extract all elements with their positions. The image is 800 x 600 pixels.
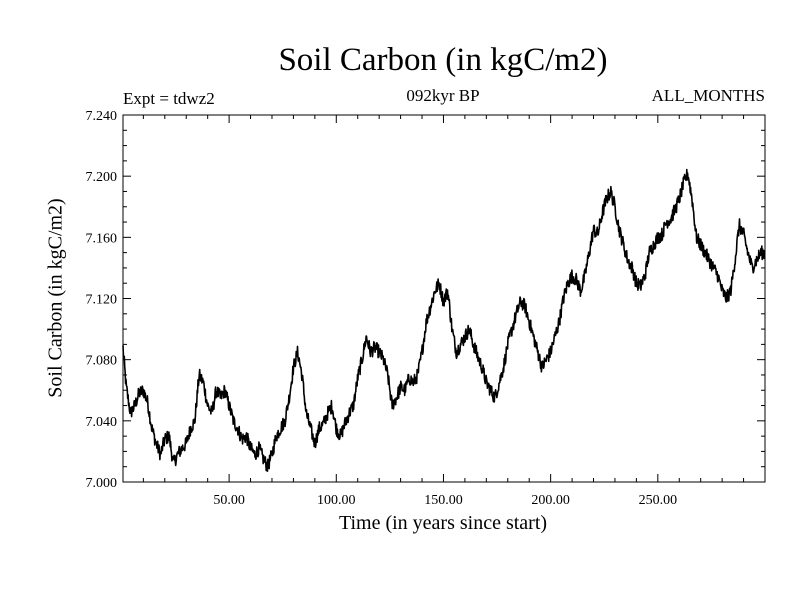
y-tick-label: 7.120: [86, 293, 118, 308]
axis-ticks: [123, 115, 765, 482]
y-tick-label: 7.240: [86, 109, 118, 124]
x-tick-label: 250.00: [639, 493, 678, 508]
y-tick-label: 7.200: [86, 170, 118, 185]
chart-subtitle: 092kyr BP: [406, 86, 480, 105]
y-tick-label: 7.160: [86, 231, 118, 246]
tick-labels: 50.00 100.00 150.00 200.00 250.00 7.000 7.040 7…: [86, 109, 678, 508]
x-tick-label: 200.00: [531, 493, 570, 508]
x-tick-label: 100.00: [317, 493, 356, 508]
x-tick-label: 150.00: [424, 493, 463, 508]
experiment-label: Expt = tdwz2: [123, 89, 215, 108]
months-label: ALL_MONTHS: [651, 86, 765, 105]
plot-frame: [122, 114, 766, 483]
chart-title: Soil Carbon (in kgC/m2): [278, 42, 608, 78]
y-tick-label: 7.000: [86, 476, 118, 491]
series-line-soil-carbon: [122, 168, 766, 472]
x-axis-label: Time (in years since start): [338, 512, 548, 534]
y-tick-label: 7.040: [86, 415, 118, 430]
x-tick-label: 50.00: [213, 493, 245, 508]
y-tick-label: 7.080: [86, 354, 118, 369]
